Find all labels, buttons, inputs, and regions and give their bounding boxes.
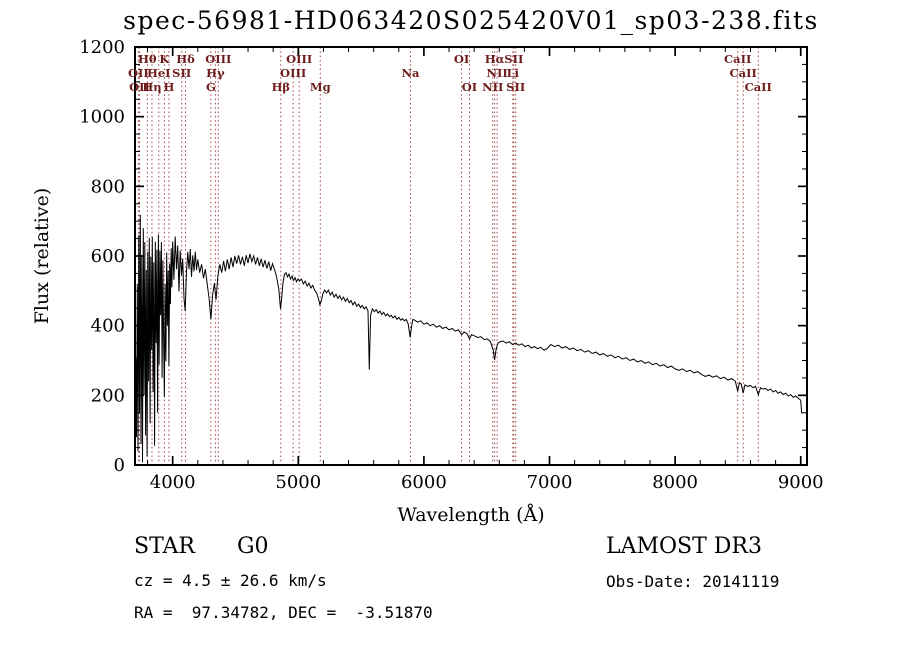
- spectral-line-label: NII: [482, 80, 503, 94]
- spectral-line-label: CaII: [745, 80, 772, 94]
- spectral-line-label: NII: [486, 66, 507, 80]
- y-tick-label: 800: [91, 176, 125, 197]
- x-tick-label: 7000: [527, 472, 573, 493]
- x-tick-label: 4000: [150, 472, 196, 493]
- y-tick-label: 400: [91, 316, 125, 337]
- spectral-line-label: Hη: [142, 80, 161, 94]
- object-class-label: STAR G0: [134, 534, 269, 559]
- y-tick-label: 1200: [79, 37, 125, 58]
- spectral-line-label: Hθ: [138, 52, 157, 66]
- spectral-line-label: HeI: [147, 66, 171, 80]
- radial-velocity-label: cz = 4.5 ± 26.6 km/s: [134, 571, 327, 590]
- spectral-line-label: Hβ: [272, 80, 291, 94]
- survey-release-label: LAMOST DR3: [606, 534, 762, 559]
- y-axis-title: Flux (relative): [31, 188, 53, 325]
- spectral-line-label: CaII: [730, 66, 757, 80]
- x-tick-label: 8000: [652, 472, 698, 493]
- spectral-line-label: SII: [506, 80, 525, 94]
- y-tick-label: 1000: [79, 107, 125, 128]
- obs-date-label: Obs-Date: 20141119: [606, 572, 780, 591]
- major-ticks: [135, 46, 807, 466]
- spectral-line-label: K: [159, 52, 170, 66]
- ra-dec-label: RA = 97.34782, DEC = -3.51870: [134, 603, 433, 622]
- spectrum-trace: [134, 214, 803, 463]
- spectral-line-label: CaII: [724, 52, 751, 66]
- spectral-line-label: OI: [462, 80, 477, 94]
- spectral-line-label: Hγ: [206, 66, 225, 80]
- spectral-line-label: OI: [454, 52, 469, 66]
- y-tick-label: 600: [91, 246, 125, 267]
- spectral-line-label: OIII: [205, 52, 231, 66]
- spectral-line-label: OIII: [280, 66, 306, 80]
- plot-border: [134, 46, 808, 466]
- spectral-line-label: OII: [128, 66, 149, 80]
- spectral-line-label: Na: [401, 66, 420, 80]
- spectral-line-label: OIII: [286, 52, 312, 66]
- x-tick-label: 5000: [275, 472, 321, 493]
- x-tick-label: 9000: [778, 472, 824, 493]
- spectral-line-label: H: [163, 80, 174, 94]
- y-tick-label: 200: [91, 385, 125, 406]
- spectral-line-markers: [137, 47, 759, 465]
- spectral-line-label: OII: [129, 80, 150, 94]
- spectral-line-label: Hα: [485, 52, 505, 66]
- spectral-line-label: SII: [172, 66, 191, 80]
- spectral-line-label: Mg: [310, 80, 331, 94]
- spectral-line-label: Li: [507, 66, 520, 80]
- minor-ticks: [135, 47, 807, 465]
- spectral-line-label: SII: [504, 52, 523, 66]
- spectral-line-label: G: [206, 80, 216, 94]
- y-tick-label: 0: [114, 455, 125, 476]
- x-tick-label: 6000: [401, 472, 447, 493]
- plot-title: spec-56981-HD063420S025420V01_sp03-238.f…: [123, 6, 819, 35]
- x-axis-title: Wavelength (Å): [397, 504, 544, 526]
- spectral-line-label: Hδ: [176, 52, 195, 66]
- tick-labels: 4000 5000 6000 7000 8000 9000 0 200 400 600 800 100…: [79, 37, 823, 493]
